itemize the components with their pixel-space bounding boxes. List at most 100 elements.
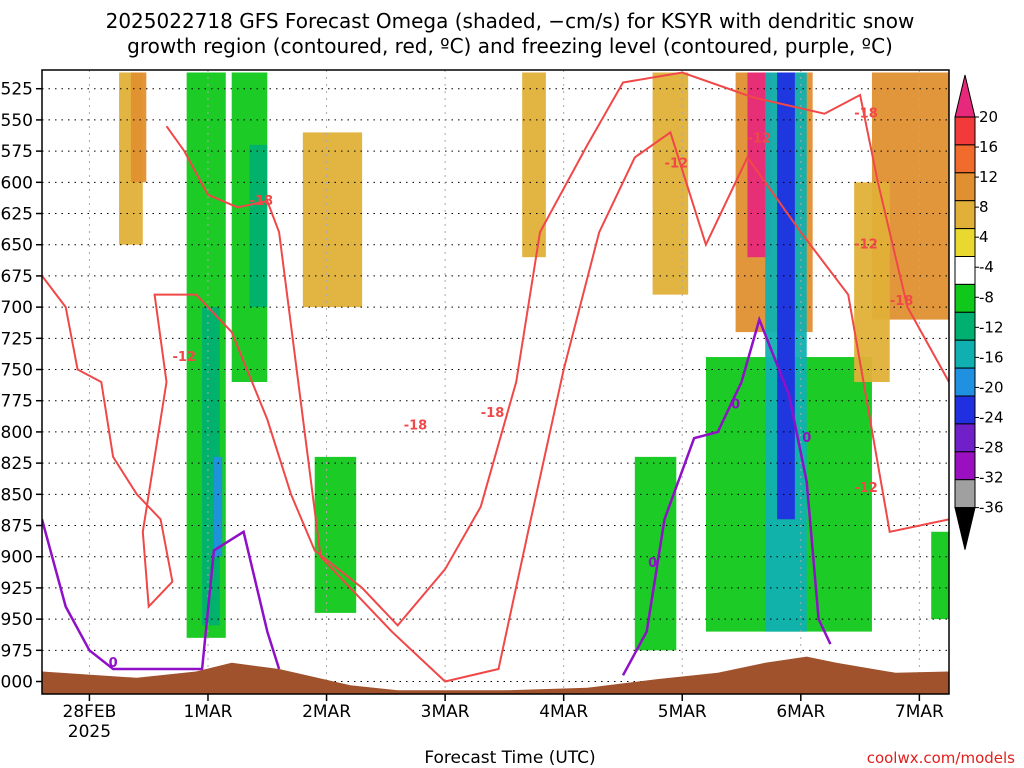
contour-label-4: -12 <box>665 157 689 172</box>
omega-region-8 <box>314 456 357 613</box>
contour-label-11: 0 <box>731 397 740 412</box>
x-axis: 28FEB 1MAR 2MAR 3MAR 4MAR 5MAR 6MAR 7MAR 2025 <box>63 694 944 742</box>
y-tick-label-10: 775 <box>1 392 33 412</box>
colorbar-swatch-1 <box>954 116 976 146</box>
contour-label-7: -12 <box>854 238 878 253</box>
y-tick-label-19: 1000 <box>0 673 33 693</box>
omega-region-9 <box>522 72 546 258</box>
omega-region-18 <box>854 182 890 382</box>
colorbar-tick-label-2: 12 <box>979 168 998 186</box>
colorbar-tick-label-8: -16 <box>979 348 1004 366</box>
y-tick-label-12: 825 <box>1 454 33 474</box>
y-tick-label-16: 925 <box>1 579 33 599</box>
contour-label-1: -12 <box>173 350 197 365</box>
omega-region-10 <box>634 456 677 651</box>
y-tick-label-8: 725 <box>1 329 33 349</box>
chart-title-line2: growth region (contoured, red, ºC) and f… <box>127 34 893 58</box>
colorbar-tick-label-10: -24 <box>979 408 1004 426</box>
plot-area <box>42 70 949 694</box>
y-axis: 525 550 575 600 625 650 675 700 725 750 775 800 825 8… <box>0 80 42 693</box>
omega-region-19 <box>931 531 949 620</box>
omega-region-4 <box>213 456 223 557</box>
colorbar-tick-label-12: -32 <box>979 469 1004 487</box>
omega-region-16 <box>777 72 795 520</box>
contour-label-2: -18 <box>404 419 428 434</box>
colorbar-swatch-6 <box>954 256 976 285</box>
omega-region-7 <box>302 132 363 308</box>
colorbar-swatch-8 <box>954 311 976 341</box>
colorbar-tick-label-1: 16 <box>979 138 998 156</box>
colorbar-swatch-7 <box>954 283 976 313</box>
terrain <box>42 656 949 694</box>
contour-label-0: -18 <box>250 194 274 209</box>
y-tick-label-0: 525 <box>1 80 33 100</box>
x-tick-label-0: 28FEB <box>63 702 117 722</box>
y-tick-label-11: 800 <box>1 423 33 443</box>
contour-label-12: 0 <box>802 431 811 446</box>
colorbar-swatch-10 <box>954 367 976 397</box>
colorbar-tick-label-0: 20 <box>979 108 998 126</box>
x-tick-label-6: 6MAR <box>776 702 825 722</box>
colorbar-swatch-13 <box>954 451 976 481</box>
colorbar-tick-label-13: -36 <box>979 499 1004 517</box>
freezing-level-west <box>42 518 281 671</box>
contours <box>42 71 949 683</box>
y-tick-label-17: 950 <box>1 610 33 630</box>
x-axis-label: Forecast Time (UTC) <box>424 748 595 768</box>
contour-label-5: -12 <box>748 132 772 147</box>
y-tick-label-6: 675 <box>1 267 33 287</box>
colorbar-tick-label-11: -28 <box>979 439 1004 457</box>
colorbar-swatch-14 <box>954 479 976 509</box>
colorbar-swatch-11 <box>954 395 976 425</box>
y-tick-label-5: 650 <box>1 236 33 256</box>
terrain-fill <box>42 656 949 694</box>
y-tick-label-13: 850 <box>1 485 33 505</box>
y-tick-label-14: 875 <box>1 517 33 537</box>
colorbar-tick-label-6: -8 <box>979 288 994 306</box>
x-tick-label-1: 1MAR <box>184 702 233 722</box>
grid-lines <box>42 70 949 694</box>
omega-region-1 <box>130 72 147 183</box>
colorbar-bottom-arrow <box>954 507 976 550</box>
y-tick-label-3: 600 <box>1 173 33 193</box>
contour-label-13: 0 <box>648 556 657 571</box>
contour-label-6: -18 <box>854 107 878 122</box>
contour-minus12 <box>42 71 949 627</box>
colorbar-top-arrow <box>954 74 976 118</box>
x-tick-label-3: 3MAR <box>421 702 470 722</box>
colorbar-tick-label-4: 4 <box>979 228 989 246</box>
contour-labels: -18 -12 -18 -18 -12 -12 -18 -12 -18 -12 0 0 0 0 <box>109 107 914 671</box>
contour-label-10: 0 <box>109 656 118 671</box>
x-tick-label-2: 2MAR <box>302 702 351 722</box>
colorbar-swatch-3 <box>954 172 976 202</box>
omega-region-6 <box>249 144 268 308</box>
y-tick-label-4: 625 <box>1 205 33 225</box>
x-tick-label-7: 7MAR <box>895 702 944 722</box>
colorbar-swatch-2 <box>954 144 976 174</box>
y-tick-label-2: 575 <box>1 142 33 162</box>
y-tick-label-9: 750 <box>1 361 33 381</box>
contour-label-8: -18 <box>890 294 914 309</box>
y-tick-label-18: 975 <box>1 641 33 661</box>
colorbar-tick-label-3: 8 <box>979 198 989 216</box>
contour-label-9: -12 <box>854 481 878 496</box>
colorbar-tick-label-5: -4 <box>979 258 994 276</box>
x-tick-label-5: 5MAR <box>658 702 707 722</box>
x-tick-sublabel-year: 2025 <box>68 722 111 742</box>
x-tick-label-4: 4MAR <box>539 702 588 722</box>
colorbar-tick-label-9: -20 <box>979 378 1004 396</box>
colorbar-tick-label-7: -12 <box>979 318 1004 336</box>
colorbar-swatch-5 <box>954 228 976 258</box>
plot-frame <box>41 69 950 695</box>
contour-label-3: -18 <box>481 406 505 421</box>
y-tick-label-15: 900 <box>1 548 33 568</box>
credit-text: coolwx.com/models <box>867 749 1015 767</box>
colorbar-swatch-4 <box>954 200 976 230</box>
colorbar-swatch-9 <box>954 339 976 369</box>
y-tick-label-7: 700 <box>1 298 33 318</box>
y-tick-label-1: 550 <box>1 111 33 131</box>
omega-region-11 <box>652 72 689 295</box>
freezing-level-east <box>621 315 832 676</box>
colorbar: 20 16 12 8 4 -4 -8 -12 -16 -20 -24 -28 -32 -36 <box>954 74 1004 550</box>
